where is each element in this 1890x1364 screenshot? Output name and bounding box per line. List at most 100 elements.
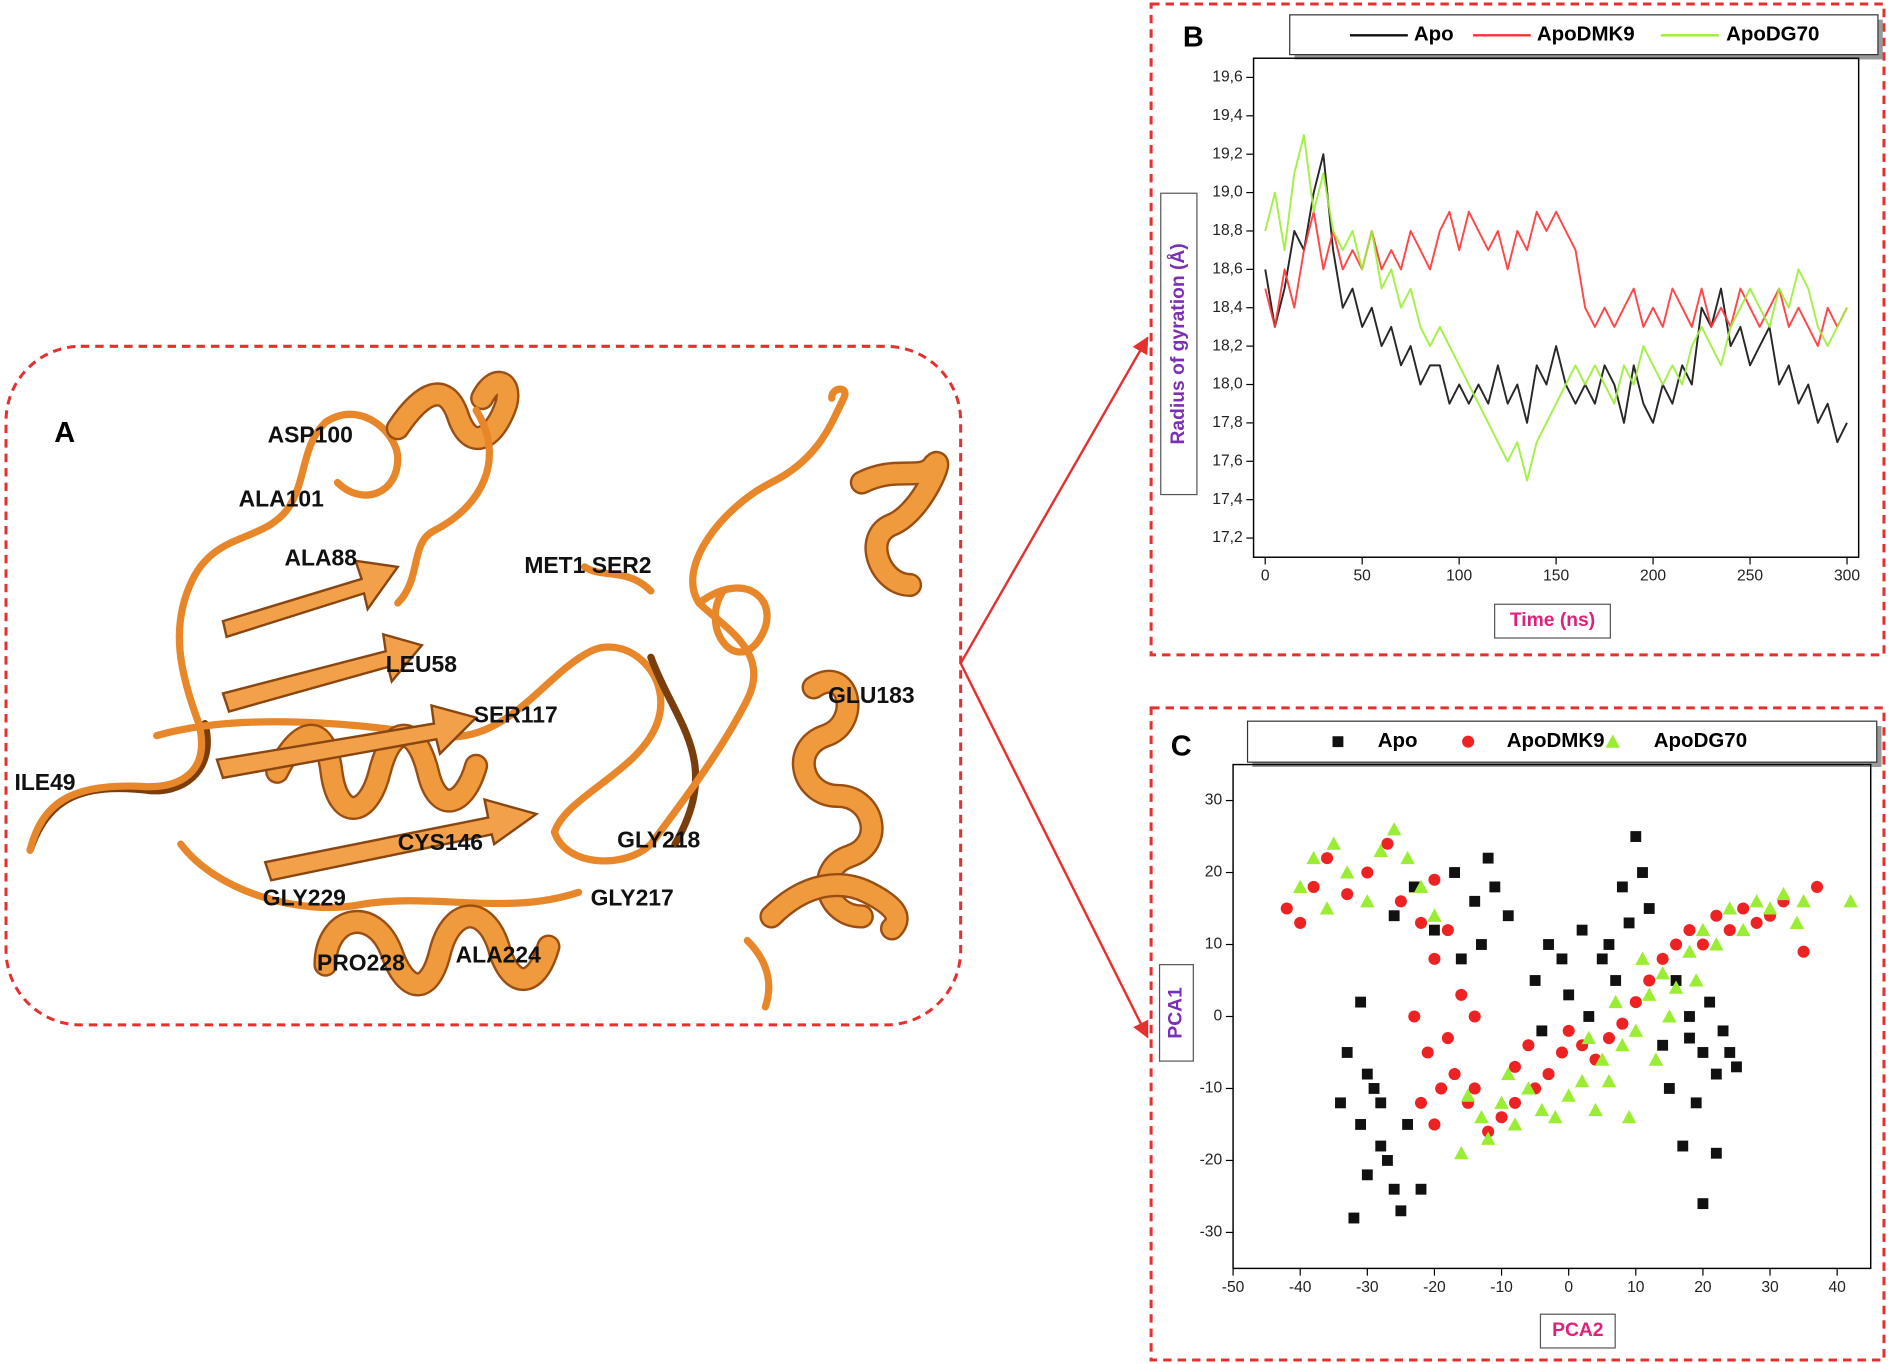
residue-label: GLU183 <box>828 682 915 708</box>
point <box>1723 924 1736 937</box>
point <box>1616 881 1628 893</box>
point <box>1280 902 1293 915</box>
point <box>1319 901 1335 915</box>
point <box>1662 1009 1677 1023</box>
arrow <box>959 662 1149 1039</box>
point <box>1388 1183 1400 1195</box>
data-line <box>1264 134 1848 482</box>
point <box>1468 1010 1481 1023</box>
axis-label-box <box>1494 603 1611 639</box>
point <box>1534 1102 1550 1117</box>
point <box>1583 1011 1595 1022</box>
point <box>1427 908 1442 922</box>
point <box>1408 881 1420 893</box>
point <box>1749 894 1764 908</box>
point <box>1475 939 1487 950</box>
point <box>1375 1097 1387 1109</box>
legend-label: ApoDMK9 <box>1507 729 1605 752</box>
x-tick-label: 300 <box>1834 568 1860 585</box>
point <box>1643 903 1655 914</box>
y-tick-label: 30 <box>1205 792 1223 809</box>
x-tick-label: 40 <box>1828 1279 1846 1296</box>
x-tick-label: 100 <box>1446 568 1472 585</box>
legend-marker <box>1462 735 1475 748</box>
x-tick-label: -40 <box>1289 1279 1312 1296</box>
residue-label: ALA101 <box>239 486 325 512</box>
point <box>1474 1110 1489 1124</box>
residue-label: MET1 SER2 <box>524 552 651 578</box>
point <box>1621 1110 1637 1124</box>
point <box>1677 1140 1689 1152</box>
point <box>1502 910 1514 922</box>
panel-label: A <box>54 417 75 449</box>
y-tick-label: 17,2 <box>1212 529 1242 546</box>
point <box>1724 1047 1736 1058</box>
point <box>1455 953 1467 965</box>
point <box>1294 916 1307 929</box>
x-tick-label: -10 <box>1490 1279 1513 1296</box>
point <box>1361 866 1374 879</box>
point <box>1731 1061 1742 1073</box>
legend-marker <box>1332 736 1344 748</box>
legend-box <box>1246 720 1878 763</box>
point <box>1386 822 1402 836</box>
y-tick-label: 18,0 <box>1212 376 1243 393</box>
y-tick-label: 19,2 <box>1212 145 1242 162</box>
y-tick-label: 18,8 <box>1212 222 1243 239</box>
point <box>1415 1183 1427 1195</box>
point <box>1574 1074 1590 1088</box>
point <box>1616 1017 1629 1030</box>
point <box>1656 952 1669 965</box>
point <box>1710 1147 1722 1159</box>
point <box>1469 895 1481 907</box>
point <box>1630 831 1642 842</box>
residue-label: ALA88 <box>284 545 357 571</box>
point <box>1435 1082 1448 1095</box>
point <box>1400 850 1415 865</box>
panel-label: B <box>1183 22 1204 54</box>
y-tick-label: 19,0 <box>1212 184 1243 201</box>
point <box>1360 894 1375 908</box>
plot-frame <box>1232 763 1872 1270</box>
point <box>1690 1097 1702 1109</box>
point <box>1448 1068 1461 1081</box>
point <box>1507 1117 1523 1131</box>
point <box>1709 937 1724 951</box>
legend-label: ApoDMK9 <box>1537 23 1635 46</box>
point <box>1339 865 1355 879</box>
point <box>1480 1131 1496 1145</box>
point <box>1455 988 1468 1001</box>
y-tick-label: 17,6 <box>1212 452 1243 469</box>
point <box>1522 1039 1535 1052</box>
point <box>1796 894 1811 908</box>
point <box>1697 1047 1709 1058</box>
point <box>1341 888 1354 901</box>
point <box>1789 915 1805 929</box>
point <box>1321 852 1334 865</box>
point <box>1663 1083 1675 1094</box>
point <box>1382 1155 1393 1166</box>
residue-label: GLY217 <box>591 885 674 911</box>
x-tick-label: 150 <box>1543 568 1569 585</box>
point <box>1449 867 1460 878</box>
point <box>1495 1111 1508 1124</box>
residue-label: CYS146 <box>398 829 483 855</box>
data-line <box>1264 153 1848 444</box>
point <box>1408 1010 1421 1023</box>
point <box>1641 987 1657 1001</box>
x-tick-label: 0 <box>1261 568 1270 585</box>
point <box>1508 1096 1522 1109</box>
point <box>1468 1082 1481 1095</box>
x-tick-label: 20 <box>1694 1279 1712 1296</box>
point <box>1762 901 1778 915</box>
point <box>1381 837 1394 850</box>
x-tick-label: 30 <box>1761 1279 1779 1296</box>
x-tick-label: 0 <box>1564 1279 1573 1296</box>
axis-label-box <box>1158 964 1194 1062</box>
point <box>1428 952 1441 965</box>
point <box>1355 1119 1367 1130</box>
point <box>1413 879 1429 893</box>
point <box>1326 836 1341 850</box>
